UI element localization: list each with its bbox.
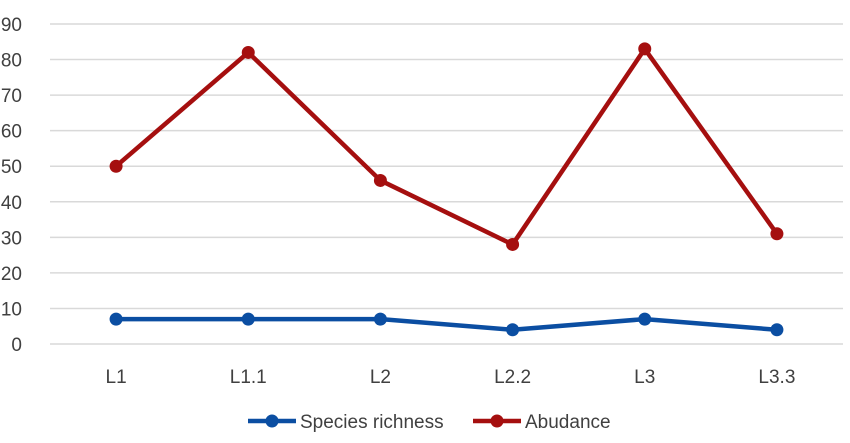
y-tick-label: 40 xyxy=(1,193,22,214)
x-tick-label: L1 xyxy=(106,367,127,388)
y-tick-label: 30 xyxy=(1,228,22,249)
legend-marker xyxy=(490,414,504,428)
y-tick-label: 0 xyxy=(11,335,22,356)
data-point xyxy=(109,159,123,173)
legend-label: Abudance xyxy=(525,412,611,433)
data-point xyxy=(241,312,255,326)
x-tick-label: L3.3 xyxy=(758,367,795,388)
y-axis-ticks: 0 10 20 30 40 50 60 70 80 90 xyxy=(1,15,22,356)
data-point xyxy=(770,323,784,337)
data-point xyxy=(241,45,255,59)
gridlines xyxy=(50,23,843,345)
data-point xyxy=(638,42,652,56)
data-point xyxy=(506,323,520,337)
series-line-abudance xyxy=(114,46,779,247)
series-group xyxy=(109,42,784,337)
y-tick-label: 90 xyxy=(1,15,22,36)
x-tick-label: L3 xyxy=(634,367,655,388)
y-tick-label: 50 xyxy=(1,157,22,178)
data-point xyxy=(770,227,784,241)
y-tick-label: 60 xyxy=(1,122,22,143)
data-point xyxy=(109,312,123,326)
legend: Species richness Abudance xyxy=(248,412,611,433)
data-point xyxy=(506,237,520,251)
data-point xyxy=(638,312,652,326)
data-point xyxy=(373,312,387,326)
y-tick-label: 80 xyxy=(1,51,22,72)
legend-label: Species richness xyxy=(300,412,444,433)
x-axis-ticks: L1 L1.1 L2 L2.2 L3 L3.3 xyxy=(106,367,796,388)
x-tick-label: L2 xyxy=(370,367,391,388)
y-tick-label: 20 xyxy=(1,264,22,285)
data-point xyxy=(373,173,387,187)
y-tick-label: 10 xyxy=(1,299,22,320)
legend-marker xyxy=(265,414,279,428)
x-tick-label: L2.2 xyxy=(494,367,531,388)
y-tick-label: 70 xyxy=(1,86,22,107)
x-tick-label: L1.1 xyxy=(230,367,267,388)
series-line-species-richness xyxy=(116,316,778,333)
